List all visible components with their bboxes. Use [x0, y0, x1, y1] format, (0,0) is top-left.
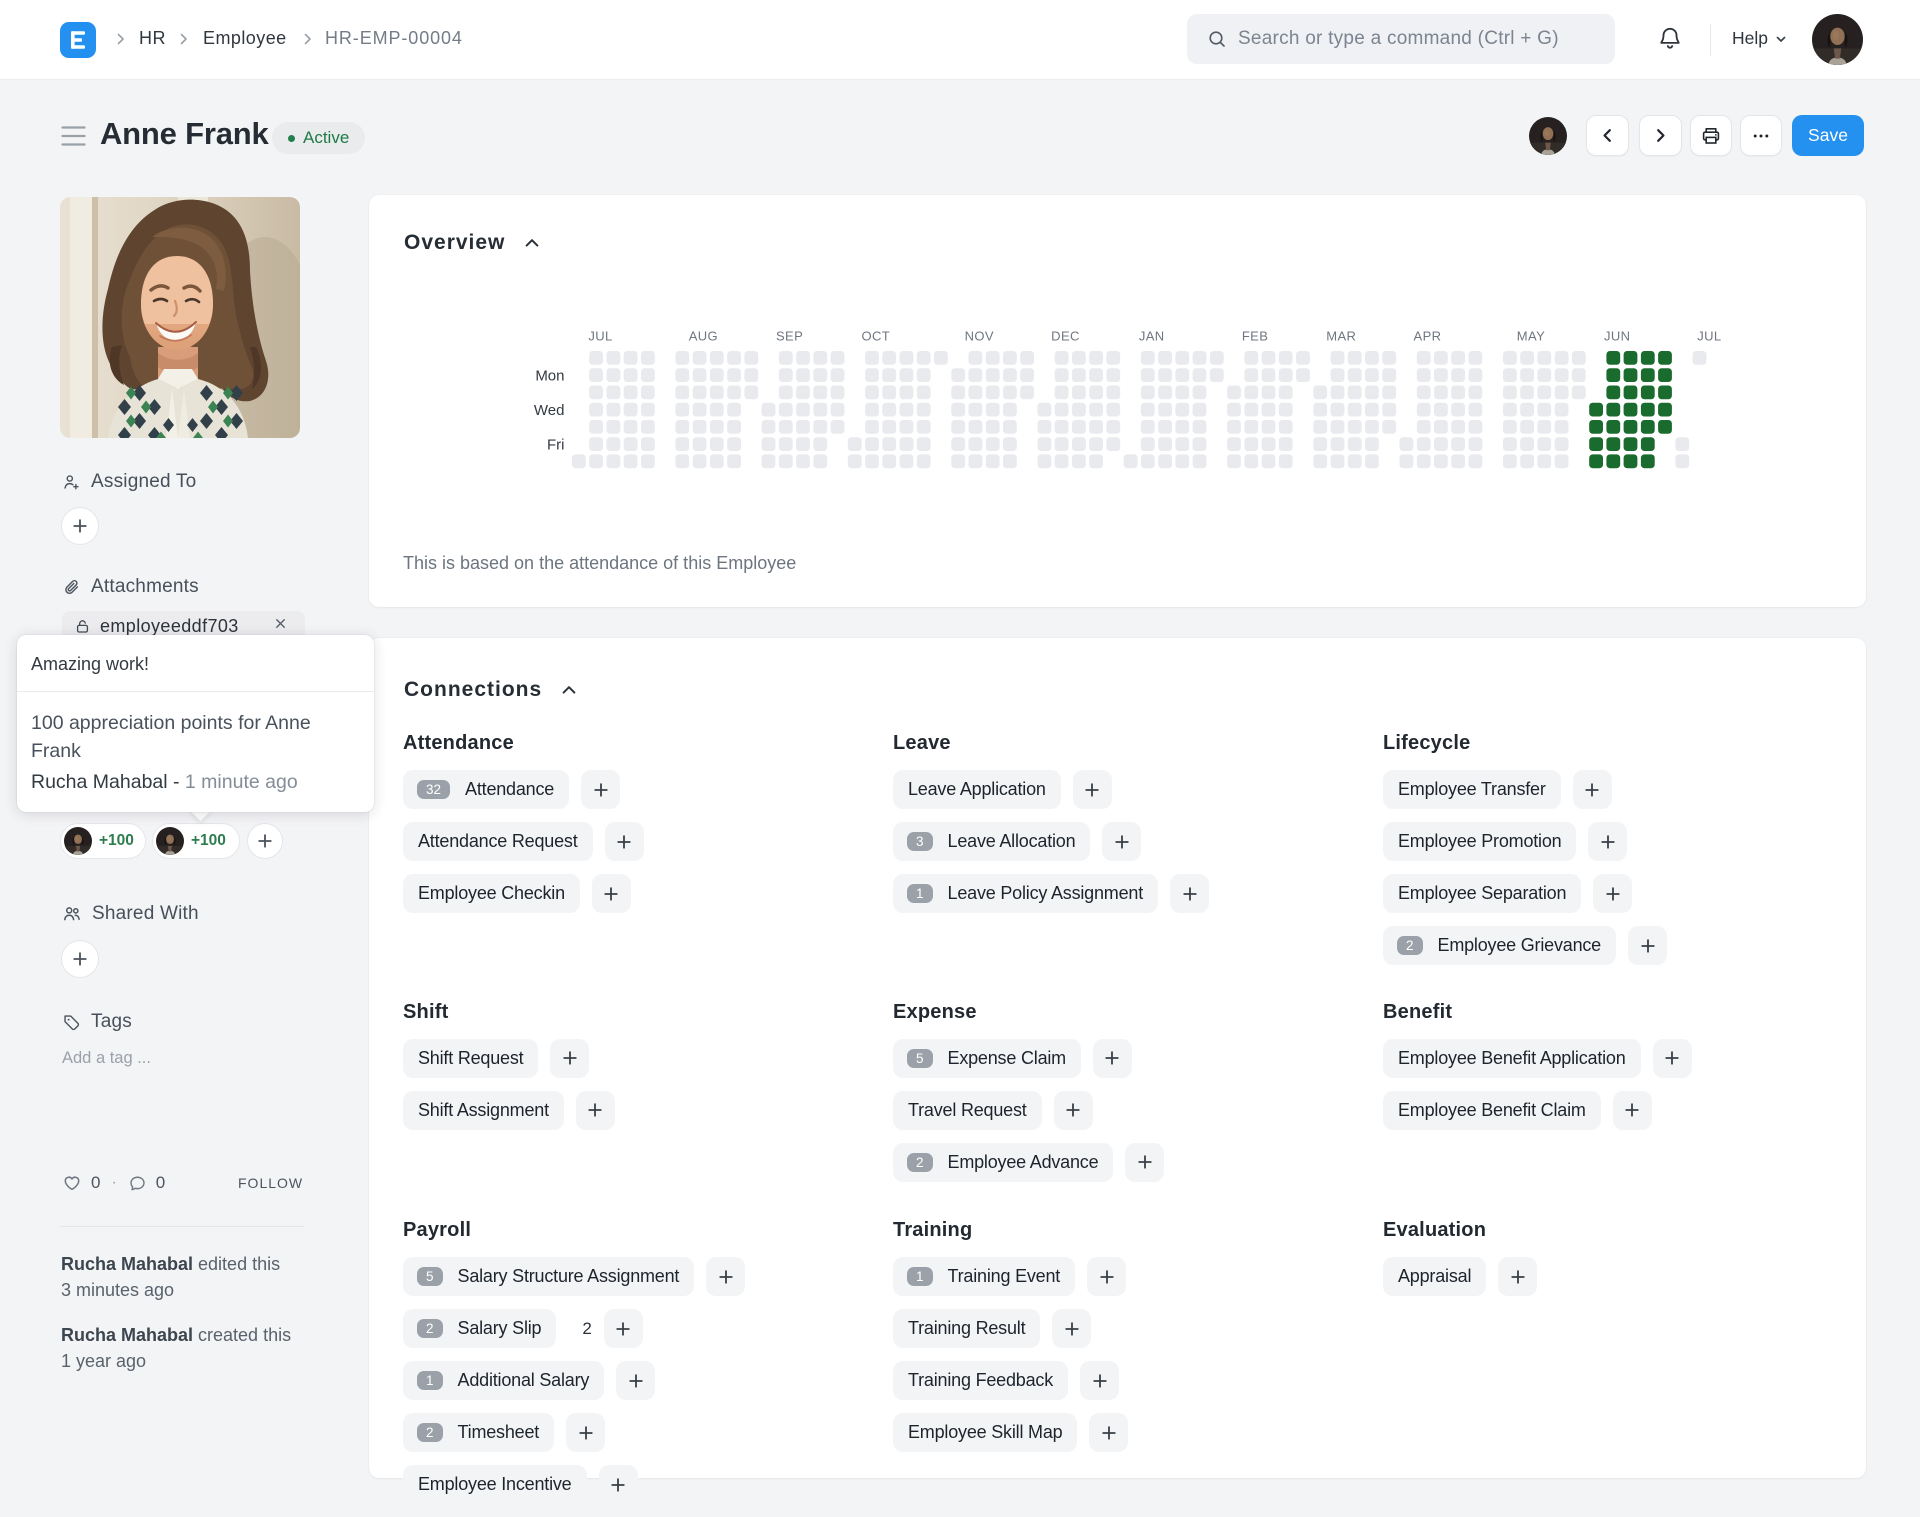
svg-text:Mon: Mon: [535, 368, 564, 385]
svg-text:MAY: MAY: [1517, 329, 1545, 344]
svg-text:JUN: JUN: [1604, 329, 1630, 344]
svg-text:APR: APR: [1414, 329, 1442, 344]
svg-text:DEC: DEC: [1051, 329, 1080, 344]
svg-text:JAN: JAN: [1139, 329, 1165, 344]
svg-text:JUL: JUL: [588, 329, 612, 344]
svg-text:JUL: JUL: [1697, 329, 1721, 344]
svg-text:OCT: OCT: [861, 329, 890, 344]
svg-text:SEP: SEP: [776, 329, 803, 344]
svg-text:NOV: NOV: [965, 329, 994, 344]
svg-text:Fri: Fri: [547, 437, 565, 454]
svg-text:MAR: MAR: [1326, 329, 1356, 344]
svg-text:AUG: AUG: [689, 329, 718, 344]
svg-text:FEB: FEB: [1242, 329, 1268, 344]
svg-text:Wed: Wed: [534, 402, 565, 419]
